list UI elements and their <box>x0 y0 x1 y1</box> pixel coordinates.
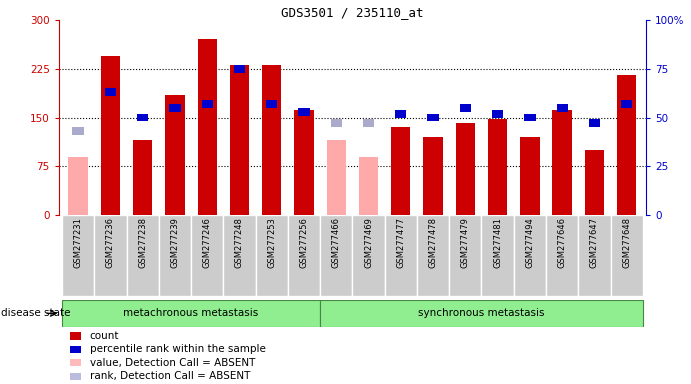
Text: synchronous metastasis: synchronous metastasis <box>418 308 545 318</box>
Bar <box>611 215 643 296</box>
Bar <box>230 66 249 215</box>
Text: GSM277466: GSM277466 <box>332 217 341 268</box>
Bar <box>449 215 482 296</box>
Text: GSM277477: GSM277477 <box>397 217 406 268</box>
Bar <box>62 300 320 327</box>
Bar <box>417 215 449 296</box>
Bar <box>262 66 281 215</box>
Bar <box>70 332 81 339</box>
Bar <box>133 140 152 215</box>
Text: GSM277239: GSM277239 <box>171 217 180 268</box>
Text: GSM277648: GSM277648 <box>622 217 631 268</box>
Bar <box>556 104 568 112</box>
Text: GSM277231: GSM277231 <box>74 217 83 268</box>
Bar <box>223 215 256 296</box>
Text: metachronous metastasis: metachronous metastasis <box>124 308 258 318</box>
Bar <box>266 100 277 108</box>
Bar <box>553 110 572 215</box>
Bar <box>169 104 180 112</box>
Text: rank, Detection Call = ABSENT: rank, Detection Call = ABSENT <box>90 371 250 381</box>
Bar <box>68 157 88 215</box>
Bar <box>428 114 439 121</box>
Text: GSM277646: GSM277646 <box>558 217 567 268</box>
Text: GSM277236: GSM277236 <box>106 217 115 268</box>
Bar <box>385 215 417 296</box>
Bar <box>234 65 245 73</box>
Bar <box>482 215 514 296</box>
Bar <box>524 114 536 121</box>
Bar <box>299 108 310 116</box>
Bar <box>320 300 643 327</box>
Bar <box>455 123 475 215</box>
Text: GSM277246: GSM277246 <box>202 217 211 268</box>
Bar <box>191 215 223 296</box>
Bar <box>395 110 406 118</box>
Text: GSM277494: GSM277494 <box>525 217 534 268</box>
Bar <box>391 127 410 215</box>
Title: GDS3501 / 235110_at: GDS3501 / 235110_at <box>281 6 424 19</box>
Bar <box>165 95 184 215</box>
Bar <box>589 119 600 127</box>
Bar <box>70 359 81 366</box>
Text: value, Detection Call = ABSENT: value, Detection Call = ABSENT <box>90 358 255 368</box>
Bar <box>62 215 94 296</box>
Bar <box>424 137 443 215</box>
Bar <box>101 56 120 215</box>
Text: GSM277238: GSM277238 <box>138 217 147 268</box>
Text: percentile rank within the sample: percentile rank within the sample <box>90 344 266 354</box>
Bar <box>352 215 385 296</box>
Bar <box>70 346 81 353</box>
Text: GSM277248: GSM277248 <box>235 217 244 268</box>
Text: GSM277469: GSM277469 <box>364 217 373 268</box>
Bar <box>288 215 320 296</box>
Bar <box>94 215 126 296</box>
Bar <box>546 215 578 296</box>
Bar <box>137 114 149 121</box>
Bar <box>105 88 116 96</box>
Bar <box>198 40 217 215</box>
Bar <box>73 127 84 135</box>
Bar <box>73 127 84 135</box>
Bar <box>585 150 604 215</box>
Bar <box>359 157 378 215</box>
Bar <box>294 110 314 215</box>
Bar <box>159 215 191 296</box>
Text: GSM277478: GSM277478 <box>428 217 437 268</box>
Text: GSM277481: GSM277481 <box>493 217 502 268</box>
Bar <box>578 215 611 296</box>
Text: GSM277479: GSM277479 <box>461 217 470 268</box>
Text: GSM277256: GSM277256 <box>299 217 308 268</box>
Bar <box>514 215 546 296</box>
Text: GSM277253: GSM277253 <box>267 217 276 268</box>
Bar <box>70 372 81 380</box>
Bar <box>327 140 346 215</box>
Bar <box>492 110 503 118</box>
Bar <box>363 119 375 127</box>
Bar <box>520 137 540 215</box>
Bar <box>330 119 342 127</box>
Bar <box>460 104 471 112</box>
Bar <box>256 215 288 296</box>
Text: GSM277647: GSM277647 <box>590 217 599 268</box>
Bar <box>621 100 632 108</box>
Text: disease state: disease state <box>1 308 70 318</box>
Bar <box>202 100 213 108</box>
Text: count: count <box>90 331 120 341</box>
Bar <box>126 215 159 296</box>
Bar <box>320 215 352 296</box>
Bar <box>617 75 636 215</box>
Bar <box>488 119 507 215</box>
